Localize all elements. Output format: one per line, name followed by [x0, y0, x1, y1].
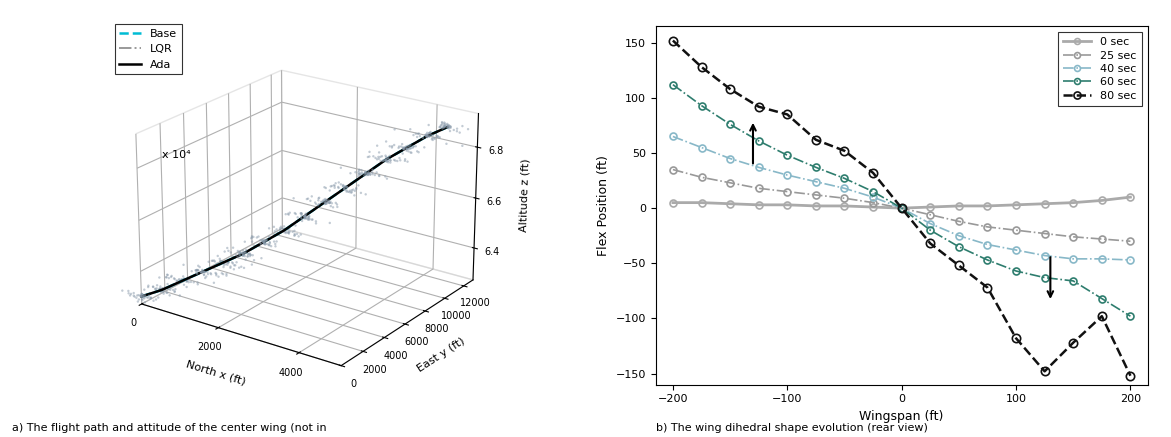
- 25 sec: [1038, 231, 1052, 236]
- 25 sec: [809, 192, 823, 198]
- 60 sec: [1067, 278, 1081, 284]
- 80 sec: [809, 137, 823, 142]
- Y-axis label: East y (ft): East y (ft): [415, 336, 466, 374]
- Y-axis label: Flex Position (ft): Flex Position (ft): [597, 155, 610, 256]
- 25 sec: [694, 175, 708, 180]
- 60 sec: [1095, 296, 1109, 301]
- 80 sec: [1123, 373, 1137, 378]
- 25 sec: [837, 196, 851, 201]
- 0 sec: [723, 201, 737, 206]
- 80 sec: [980, 285, 994, 290]
- 40 sec: [1038, 253, 1052, 258]
- 25 sec: [1009, 228, 1023, 233]
- 0 sec: [837, 203, 851, 208]
- 40 sec: [1123, 257, 1137, 263]
- 80 sec: [694, 64, 708, 69]
- 0 sec: [923, 205, 937, 210]
- 40 sec: [780, 173, 794, 178]
- 80 sec: [1067, 340, 1081, 345]
- 60 sec: [867, 189, 881, 194]
- Text: b) The wing dihedral shape evolution (rear view): b) The wing dihedral shape evolution (re…: [656, 423, 927, 433]
- 0 sec: [809, 203, 823, 208]
- 25 sec: [1067, 234, 1081, 239]
- 25 sec: [752, 186, 766, 191]
- 80 sec: [1095, 314, 1109, 319]
- 40 sec: [952, 233, 966, 238]
- 80 sec: [952, 263, 966, 268]
- 25 sec: [666, 167, 680, 172]
- Line: 80 sec: 80 sec: [669, 36, 1135, 380]
- 40 sec: [923, 221, 937, 226]
- 0 sec: [867, 205, 881, 210]
- 80 sec: [895, 205, 909, 211]
- 60 sec: [980, 257, 994, 263]
- 40 sec: [980, 242, 994, 247]
- 0 sec: [895, 205, 909, 211]
- 40 sec: [809, 179, 823, 184]
- 40 sec: [1009, 247, 1023, 253]
- 60 sec: [952, 244, 966, 250]
- Line: 25 sec: 25 sec: [670, 166, 1134, 245]
- Line: 40 sec: 40 sec: [670, 133, 1134, 264]
- 80 sec: [1038, 369, 1052, 374]
- 25 sec: [980, 224, 994, 229]
- 60 sec: [780, 153, 794, 158]
- Text: a) The flight path and attitude of the center wing (not in: a) The flight path and attitude of the c…: [12, 423, 327, 433]
- 80 sec: [923, 241, 937, 246]
- 40 sec: [1095, 256, 1109, 261]
- 25 sec: [1123, 239, 1137, 244]
- 60 sec: [752, 138, 766, 143]
- Legend: 0 sec, 25 sec, 40 sec, 60 sec, 80 sec: 0 sec, 25 sec, 40 sec, 60 sec, 80 sec: [1057, 32, 1142, 106]
- 40 sec: [723, 156, 737, 161]
- X-axis label: Wingspan (ft): Wingspan (ft): [860, 410, 944, 423]
- 60 sec: [1123, 314, 1137, 319]
- 0 sec: [1038, 201, 1052, 206]
- 25 sec: [867, 200, 881, 205]
- 60 sec: [694, 103, 708, 108]
- X-axis label: North x (ft): North x (ft): [185, 358, 247, 386]
- 25 sec: [780, 189, 794, 194]
- 60 sec: [1038, 275, 1052, 280]
- 25 sec: [1095, 236, 1109, 242]
- 0 sec: [1009, 202, 1023, 208]
- 80 sec: [752, 104, 766, 109]
- 40 sec: [895, 205, 909, 211]
- Text: x 10⁴: x 10⁴: [162, 150, 190, 160]
- 80 sec: [837, 148, 851, 153]
- 40 sec: [837, 186, 851, 191]
- 40 sec: [694, 145, 708, 150]
- 80 sec: [1009, 336, 1023, 341]
- 0 sec: [980, 203, 994, 208]
- 0 sec: [666, 200, 680, 205]
- 60 sec: [723, 122, 737, 127]
- 80 sec: [666, 38, 680, 43]
- 80 sec: [780, 112, 794, 117]
- 40 sec: [867, 194, 881, 200]
- 0 sec: [780, 202, 794, 208]
- 25 sec: [952, 219, 966, 224]
- 40 sec: [666, 134, 680, 139]
- 40 sec: [1067, 256, 1081, 261]
- 25 sec: [723, 180, 737, 185]
- 60 sec: [837, 176, 851, 181]
- 80 sec: [867, 170, 881, 176]
- 0 sec: [694, 200, 708, 205]
- 60 sec: [895, 205, 909, 211]
- 60 sec: [923, 228, 937, 233]
- Line: 0 sec: 0 sec: [670, 194, 1134, 212]
- 80 sec: [723, 87, 737, 92]
- 60 sec: [666, 82, 680, 87]
- 0 sec: [752, 202, 766, 208]
- 60 sec: [1009, 268, 1023, 274]
- 0 sec: [1095, 198, 1109, 203]
- 40 sec: [752, 165, 766, 170]
- 0 sec: [1123, 194, 1137, 200]
- 25 sec: [923, 212, 937, 217]
- 25 sec: [895, 205, 909, 211]
- Legend: Base, LQR, Ada: Base, LQR, Ada: [115, 24, 182, 74]
- 0 sec: [952, 203, 966, 208]
- Line: 60 sec: 60 sec: [670, 81, 1134, 320]
- 0 sec: [1067, 200, 1081, 205]
- 60 sec: [809, 165, 823, 170]
